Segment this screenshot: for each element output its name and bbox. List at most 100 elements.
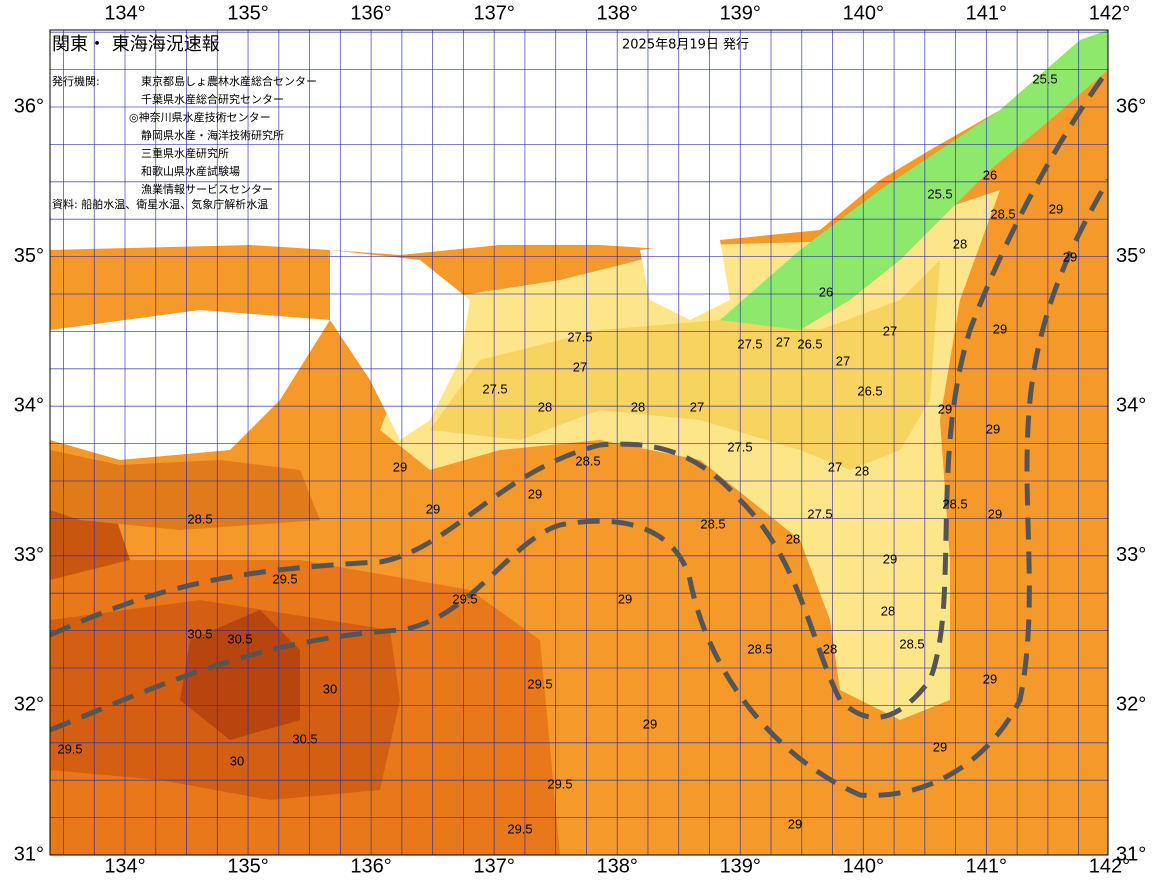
current-axis bbox=[50, 68, 1108, 720]
issuer: 静岡県水産・海洋技術研究所 bbox=[141, 128, 284, 142]
issuer: 和歌山県水産試験場 bbox=[141, 164, 240, 178]
contour-label: 25.5 bbox=[1032, 71, 1057, 86]
contour-label: 30 bbox=[323, 681, 337, 696]
lon-label: 136° bbox=[350, 2, 391, 24]
map-area: 25.5 26 25.5 28.5 28 26 27 27 26.5 27 27.5 27.5 27 27… bbox=[50, 30, 1108, 855]
contour-label: 29 bbox=[1049, 201, 1063, 216]
contour-label: 27.5 bbox=[727, 439, 752, 454]
contour-label: 29.5 bbox=[452, 591, 477, 606]
source: 資料: 船舶水温、衛星水温、気象庁解析水温 bbox=[52, 197, 268, 211]
contour-label: 29 bbox=[618, 591, 632, 606]
contour-label: 29 bbox=[643, 716, 657, 731]
contour-label: 29 bbox=[993, 321, 1007, 336]
lat-label: 35° bbox=[1116, 245, 1146, 267]
contour-label: 28.5 bbox=[700, 516, 725, 531]
lon-label: 138° bbox=[597, 2, 638, 24]
lon-label: 141° bbox=[966, 855, 1007, 877]
contour-label: 29 bbox=[788, 816, 802, 831]
contour-label: 27 bbox=[776, 334, 790, 349]
lat-label: 32° bbox=[1116, 694, 1146, 716]
contour-label: 30.5 bbox=[292, 731, 317, 746]
contour-label: 27 bbox=[836, 353, 850, 368]
lon-label: 134° bbox=[104, 855, 145, 877]
lon-label: 136° bbox=[350, 855, 391, 877]
lat-label: 33° bbox=[14, 544, 44, 566]
contour-label: 28.5 bbox=[187, 511, 212, 526]
contour-label: 29 bbox=[986, 421, 1000, 436]
contour-label: 27 bbox=[690, 399, 704, 414]
lat-label: 33° bbox=[1116, 544, 1146, 566]
issuer: ◎神奈川県水産技術センター bbox=[129, 110, 271, 124]
contour-label: 27 bbox=[828, 459, 842, 474]
contour-label: 25.5 bbox=[927, 186, 952, 201]
contour-label: 29 bbox=[883, 551, 897, 566]
lon-label: 139° bbox=[720, 2, 761, 24]
contour-label: 27 bbox=[883, 323, 897, 338]
lat-label: 36° bbox=[14, 95, 44, 117]
issuer: 千葉県水産総合研究センター bbox=[141, 92, 284, 106]
contour-labels: 25.5 26 25.5 28.5 28 26 27 27 26.5 27 27.5 27.5 27 27… bbox=[57, 71, 1077, 836]
lon-label: 134° bbox=[104, 2, 145, 24]
issue-date: 2025年8月19日 発行 bbox=[622, 38, 749, 53]
contour-label: 29 bbox=[1063, 249, 1077, 264]
contour-label: 27 bbox=[573, 359, 587, 374]
contour-label: 27.5 bbox=[482, 381, 507, 396]
lon-label: 140° bbox=[843, 2, 884, 24]
contour-label: 29 bbox=[988, 506, 1002, 521]
contour-label: 26 bbox=[983, 167, 997, 182]
lon-label: 139° bbox=[720, 855, 761, 877]
lat-label: 36° bbox=[1116, 95, 1146, 117]
contour-label: 27.5 bbox=[737, 336, 762, 351]
issuer: 東京都島しょ農林水産総合センター bbox=[141, 74, 317, 88]
contour-label: 28.5 bbox=[899, 636, 924, 651]
contour-label: 29 bbox=[983, 671, 997, 686]
issuer-label: 発行機関: bbox=[52, 74, 100, 88]
land bbox=[640, 240, 730, 320]
contour-label: 29.5 bbox=[57, 741, 82, 756]
lon-label: 140° bbox=[843, 855, 884, 877]
lat-label: 34° bbox=[1116, 394, 1146, 416]
grid bbox=[50, 30, 1108, 855]
contour-label: 27.5 bbox=[567, 329, 592, 344]
contour-label: 28.5 bbox=[990, 206, 1015, 221]
lon-label: 137° bbox=[473, 2, 514, 24]
coastal-water bbox=[50, 450, 320, 530]
lon-label: 137° bbox=[473, 855, 514, 877]
lat-label: 31° bbox=[1116, 843, 1146, 865]
axis-labels: 134° 134° 135° 135° 136° 136° 137° 137° 138° 138°… bbox=[14, 2, 1147, 877]
contour-label: 28 bbox=[953, 236, 967, 251]
contour-label: 29 bbox=[426, 501, 440, 516]
lat-label: 34° bbox=[14, 394, 44, 416]
contour-label: 26.5 bbox=[797, 336, 822, 351]
issuer: 三重県水産研究所 bbox=[141, 146, 229, 160]
land bbox=[50, 30, 1108, 255]
lat-label: 35° bbox=[14, 245, 44, 267]
contour-label: 30.5 bbox=[227, 631, 252, 646]
title: 関東・ 東海海況速報 bbox=[52, 34, 220, 55]
contour-label: 28 bbox=[786, 531, 800, 546]
contour-label: 29.5 bbox=[507, 821, 532, 836]
contour-label: 26 bbox=[819, 284, 833, 299]
contour-label: 29 bbox=[938, 401, 952, 416]
issuer: 漁業情報サービスセンター bbox=[141, 182, 273, 196]
contour-label: 28 bbox=[881, 603, 895, 618]
lon-label: 135° bbox=[227, 2, 268, 24]
land bbox=[50, 310, 330, 460]
lon-label: 138° bbox=[597, 855, 638, 877]
lat-label: 32° bbox=[14, 694, 44, 716]
core-water bbox=[180, 610, 300, 740]
contour-label: 28 bbox=[538, 399, 552, 414]
contour-label: 28 bbox=[823, 641, 837, 656]
contour-label: 26.5 bbox=[857, 383, 882, 398]
lon-label: 135° bbox=[227, 855, 268, 877]
contour-label: 29 bbox=[393, 459, 407, 474]
lon-label: 141° bbox=[966, 2, 1007, 24]
lat-label: 31° bbox=[14, 843, 44, 865]
contour-label: 28.5 bbox=[942, 496, 967, 511]
lon-label: 142° bbox=[1089, 2, 1130, 24]
contour-label: 28.5 bbox=[575, 453, 600, 468]
lon-label: 142° bbox=[1089, 855, 1130, 877]
contour-label: 29.5 bbox=[527, 676, 552, 691]
